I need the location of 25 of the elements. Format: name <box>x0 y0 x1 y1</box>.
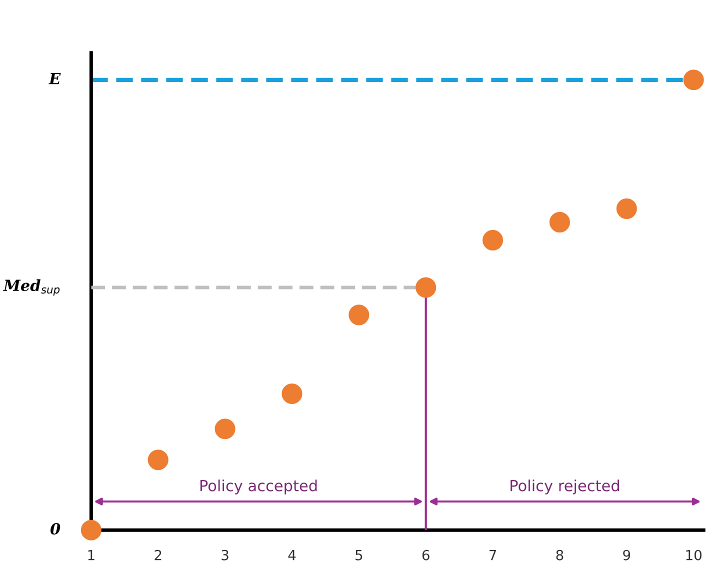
annotation: 0 <box>50 523 60 535</box>
x-tick-label: 5 <box>356 550 362 560</box>
x-tick-label: 8 <box>556 550 564 560</box>
point <box>549 212 570 232</box>
annotation: Policy rejected <box>510 480 619 494</box>
point <box>683 70 704 90</box>
ref-line-label: E <box>48 72 61 84</box>
annotation: Policy accepted <box>200 480 317 494</box>
point <box>80 520 102 540</box>
point <box>616 198 637 219</box>
x-tick-label: 9 <box>623 550 630 560</box>
x-tick-label: 2 <box>154 550 162 560</box>
x-tick-label: 6 <box>422 550 430 560</box>
point <box>282 383 302 404</box>
x-tick-label: 4 <box>288 550 296 560</box>
point <box>416 277 436 298</box>
point <box>348 304 370 326</box>
x-tick-label: 1 <box>88 550 94 560</box>
point <box>148 450 168 470</box>
point <box>482 230 504 250</box>
x-tick-label: 10 <box>686 550 702 560</box>
x-tick-label: 7 <box>490 550 496 560</box>
x-tick-label: 3 <box>222 550 228 560</box>
point <box>214 418 236 440</box>
annotation: Med$_{sup}$ <box>3 279 60 296</box>
